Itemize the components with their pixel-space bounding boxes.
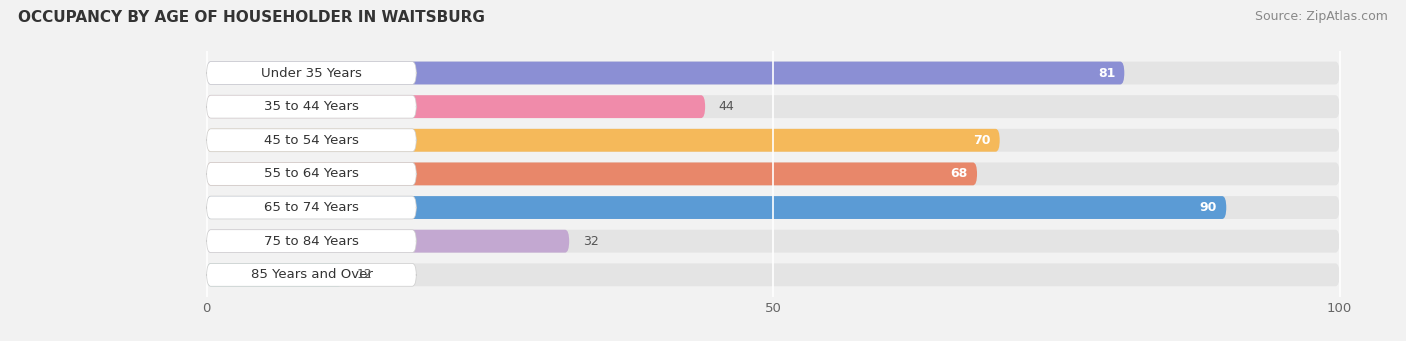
FancyBboxPatch shape — [207, 162, 416, 186]
FancyBboxPatch shape — [207, 230, 569, 253]
Text: 70: 70 — [973, 134, 991, 147]
FancyBboxPatch shape — [207, 95, 1340, 118]
FancyBboxPatch shape — [207, 263, 1340, 286]
Text: Under 35 Years: Under 35 Years — [262, 66, 361, 79]
FancyBboxPatch shape — [207, 196, 1226, 219]
FancyBboxPatch shape — [207, 162, 977, 186]
FancyBboxPatch shape — [207, 95, 706, 118]
Text: 85 Years and Over: 85 Years and Over — [250, 268, 373, 281]
FancyBboxPatch shape — [207, 129, 416, 152]
FancyBboxPatch shape — [207, 196, 416, 219]
Text: 32: 32 — [583, 235, 599, 248]
Text: 45 to 54 Years: 45 to 54 Years — [264, 134, 359, 147]
FancyBboxPatch shape — [207, 263, 343, 286]
FancyBboxPatch shape — [207, 62, 416, 85]
FancyBboxPatch shape — [207, 196, 1340, 219]
FancyBboxPatch shape — [207, 62, 1125, 85]
Text: 81: 81 — [1098, 66, 1115, 79]
FancyBboxPatch shape — [207, 230, 1340, 253]
Text: 68: 68 — [950, 167, 967, 180]
FancyBboxPatch shape — [207, 129, 1000, 152]
FancyBboxPatch shape — [207, 62, 1340, 85]
Text: OCCUPANCY BY AGE OF HOUSEHOLDER IN WAITSBURG: OCCUPANCY BY AGE OF HOUSEHOLDER IN WAITS… — [18, 10, 485, 25]
Text: 55 to 64 Years: 55 to 64 Years — [264, 167, 359, 180]
FancyBboxPatch shape — [207, 129, 1340, 152]
Text: Source: ZipAtlas.com: Source: ZipAtlas.com — [1254, 10, 1388, 23]
FancyBboxPatch shape — [207, 230, 416, 253]
Text: 75 to 84 Years: 75 to 84 Years — [264, 235, 359, 248]
Text: 90: 90 — [1199, 201, 1218, 214]
FancyBboxPatch shape — [207, 162, 1340, 186]
Text: 35 to 44 Years: 35 to 44 Years — [264, 100, 359, 113]
FancyBboxPatch shape — [207, 263, 416, 286]
Text: 65 to 74 Years: 65 to 74 Years — [264, 201, 359, 214]
Text: 44: 44 — [718, 100, 734, 113]
Text: 12: 12 — [356, 268, 373, 281]
FancyBboxPatch shape — [207, 95, 416, 118]
